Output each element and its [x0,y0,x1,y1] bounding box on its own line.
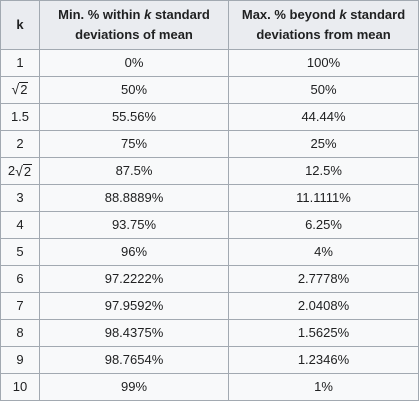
cell-k: 9 [0,346,40,374]
sqrt-expression: √ 2 [12,81,29,97]
cell-k: 2 [0,130,40,158]
cell-max-beyond: 100% [228,49,419,77]
radicand: 2 [19,82,29,97]
header-max-suffix: standard deviations from mean [256,7,406,42]
cell-max-beyond: 11.1111% [228,184,419,212]
cell-max-beyond: 2.7778% [228,265,419,293]
cell-min-within: 93.75% [39,211,229,239]
radical-sign-icon: √ [11,81,20,97]
header-max-beyond: Max. % beyond k standard deviations from… [228,0,419,50]
header-min-suffix: standard deviations of mean [75,7,210,42]
table-row: 3 88.8889% 11.1111% [0,184,419,212]
table-row: 4 93.75% 6.25% [0,211,419,239]
cell-k: 3 [0,184,40,212]
cell-max-beyond: 1% [228,373,419,401]
header-k: k [0,0,40,50]
cell-min-within: 88.8889% [39,184,229,212]
cell-max-beyond: 6.25% [228,211,419,239]
cell-k: 5 [0,238,40,266]
cell-k: √ 2 [0,76,40,104]
table-row: 1 0% 100% [0,49,419,77]
cell-max-beyond: 2.0408% [228,292,419,320]
table-row: √ 2 50% 50% [0,76,419,104]
header-min-within: Min. % within k standard deviations of m… [39,0,229,50]
cell-max-beyond: 1.2346% [228,346,419,374]
cell-k: 6 [0,265,40,293]
cell-min-within: 96% [39,238,229,266]
cell-min-within: 98.7654% [39,346,229,374]
cell-min-within: 99% [39,373,229,401]
table-row: 6 97.2222% 2.7778% [0,265,419,293]
cell-k: 10 [0,373,40,401]
table-row: 1.5 55.56% 44.44% [0,103,419,131]
cell-min-within: 98.4375% [39,319,229,347]
cell-min-within: 75% [39,130,229,158]
header-row: k Min. % within k standard deviations of… [0,0,419,50]
cell-max-beyond: 4% [228,238,419,266]
cell-min-within: 87.5% [39,157,229,185]
cell-max-beyond: 50% [228,76,419,104]
cell-max-beyond: 12.5% [228,157,419,185]
cell-max-beyond: 25% [228,130,419,158]
table-row: 10 99% 1% [0,373,419,401]
table-row: 5 96% 4% [0,238,419,266]
sqrt-coefficient: 2 [7,163,16,178]
table-row: 8 98.4375% 1.5625% [0,319,419,347]
table-row: 2 √ 2 87.5% 12.5% [0,157,419,185]
sqrt-expression: 2 √ 2 [7,163,33,179]
header-max-prefix: Max. % beyond [241,7,340,22]
cell-max-beyond: 44.44% [228,103,419,131]
cell-max-beyond: 1.5625% [228,319,419,347]
cell-k: 1.5 [0,103,40,131]
cell-k: 1 [0,49,40,77]
cell-k: 2 √ 2 [0,157,40,185]
cell-min-within: 97.2222% [39,265,229,293]
cell-k: 7 [0,292,40,320]
cell-min-within: 0% [39,49,229,77]
cell-min-within: 50% [39,76,229,104]
cell-k: 4 [0,211,40,239]
cell-min-within: 55.56% [39,103,229,131]
radicand: 2 [22,164,33,179]
cell-k: 8 [0,319,40,347]
header-min-prefix: Min. % within [58,7,145,22]
cell-min-within: 97.9592% [39,292,229,320]
header-max-k: k [339,7,347,22]
table-row: 7 97.9592% 2.0408% [0,292,419,320]
table-row: 9 98.7654% 1.2346% [0,346,419,374]
table-row: 2 75% 25% [0,130,419,158]
header-min-k: k [144,7,152,22]
radical-sign-icon: √ [15,163,23,179]
